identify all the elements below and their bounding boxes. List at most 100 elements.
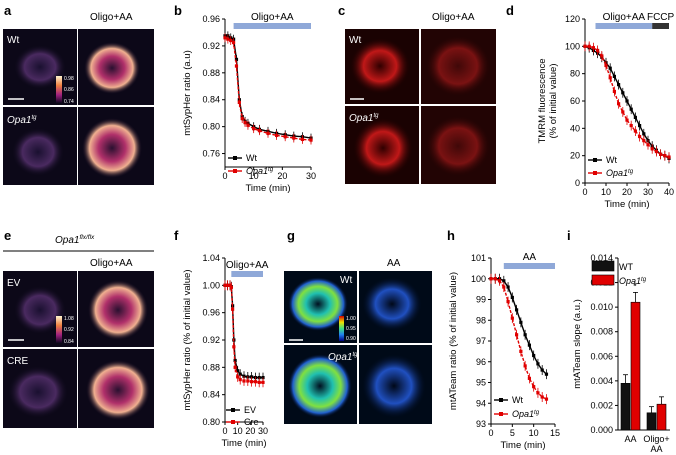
legend-label: Wt	[246, 153, 257, 163]
data-point	[515, 308, 519, 312]
data-point	[493, 277, 497, 281]
legend-superscript: tg	[534, 410, 540, 416]
colorbar-tick: 0.86	[64, 87, 74, 93]
y-tick-label: 20	[570, 151, 580, 161]
row-label-opa1: Opa1tg	[328, 352, 358, 363]
treatment-bar	[233, 23, 311, 29]
data-point	[642, 139, 646, 143]
series-line	[491, 278, 547, 400]
data-point	[654, 149, 658, 154]
y-tick-label: 96	[476, 357, 486, 367]
panel-letter-b: b	[174, 3, 182, 18]
treatment-label: Oligo+AA	[90, 12, 133, 23]
legend-superscript: tg	[641, 277, 647, 283]
data-point	[608, 76, 612, 80]
chart-f: 0.80 0.84 0.88 0.92 0.96 1.00 1.04 0 10 20 30 Time …	[182, 253, 269, 449]
data-point	[510, 316, 514, 320]
data-point	[527, 343, 531, 347]
y-axis-label: TMRM fluorescence(% of initial value)	[537, 59, 559, 144]
data-point	[544, 372, 549, 376]
panel-letter-h: h	[447, 228, 455, 243]
data-point	[229, 285, 233, 289]
micrograph-panel-c: Oligo+AA Wt Opa1tg	[345, 12, 496, 184]
data-point	[489, 277, 493, 281]
legend-text: Cre	[244, 417, 259, 427]
x-tick-label: 0	[488, 428, 493, 438]
legend-label: EV	[244, 405, 256, 415]
chart-b: 0.76 0.80 0.84 0.88 0.92 0.96 0 10 20 30 Time (min…	[182, 12, 316, 194]
data-point	[226, 37, 230, 41]
legend-marker	[593, 158, 597, 162]
data-point	[532, 353, 536, 358]
y-axis-label: mtSypHer ratio (% of initial value)	[182, 270, 193, 411]
data-point	[502, 285, 506, 289]
chart-h: 93 94 95 96 97 98 99 100 101 0 5 10 15 Time (min) mtAT…	[448, 252, 560, 451]
x-tick-label: 20	[622, 187, 632, 197]
treatment-bar-label: Oligo+AA	[226, 260, 269, 271]
data-point	[246, 379, 250, 383]
data-point	[250, 380, 254, 384]
x-tick-label: 5	[510, 428, 515, 438]
y-axis-label-line: TMRM fluorescence	[537, 59, 548, 144]
legend-marker	[593, 171, 597, 175]
legend-swatch	[591, 274, 615, 286]
y-axis-label: mtATeam slope (a.u.)	[572, 299, 583, 389]
treatment-bar-label: AA	[523, 252, 537, 263]
x-tick-label: 0	[222, 426, 227, 436]
y-tick-label: 0.84	[202, 95, 220, 105]
x-axis-label: Time (min)	[221, 438, 266, 449]
legend-label: Opa1tg	[512, 409, 540, 419]
legend-marker	[499, 412, 503, 416]
data-point	[621, 91, 625, 95]
data-point	[629, 124, 633, 128]
data-point	[625, 118, 629, 122]
y-tick-label: 100	[471, 274, 486, 284]
data-point	[540, 368, 544, 372]
treatment-bar	[503, 263, 555, 269]
legend-marker	[233, 156, 237, 160]
data-point	[583, 44, 587, 48]
y-tick-label: 100	[565, 41, 580, 51]
treatment-bar	[595, 23, 653, 29]
colorbar-tick: 1.08	[64, 316, 74, 322]
data-point	[231, 307, 235, 311]
colorbar-tick: 0.84	[64, 339, 74, 345]
data-point	[283, 135, 287, 139]
data-point	[659, 152, 663, 156]
legend-text: Wt	[512, 395, 523, 405]
data-point	[502, 279, 506, 283]
data-point	[234, 64, 239, 68]
treatment-bar-label: FCCP	[647, 12, 675, 23]
data-point	[292, 136, 296, 140]
y-tick-label: 1.04	[202, 253, 220, 263]
y-tick-label: 99	[476, 295, 486, 305]
data-point	[536, 391, 540, 395]
legend-label: Wt	[512, 395, 523, 405]
data-point	[257, 129, 261, 133]
y-tick-label: 40	[570, 123, 580, 133]
data-point	[275, 133, 279, 137]
x-tick-label: 0	[582, 187, 587, 197]
colorbar-tick: 0.95	[346, 326, 356, 332]
treatment-bar-label: Oligo+AA	[603, 12, 646, 23]
treatment-label: Oligo+AA	[432, 12, 475, 23]
legend-text: Opa1	[246, 166, 268, 176]
x-tick-label: 20	[245, 426, 255, 436]
panel-letter-f: f	[174, 228, 179, 243]
legend-text: EV	[244, 405, 256, 415]
data-point	[519, 349, 523, 353]
y-tick-label: 0.010	[590, 302, 613, 312]
row-label-opa1: Opa1tg	[7, 115, 37, 126]
y-tick-label: 0.76	[202, 149, 220, 159]
treatment-bar	[231, 271, 263, 277]
y-tick-label: 0.004	[590, 376, 613, 386]
bar	[646, 412, 657, 431]
legend-marker	[231, 408, 235, 412]
y-tick-label: 0.000	[590, 425, 613, 435]
y-tick-label: 120	[565, 14, 580, 24]
x-tick-label: 20	[277, 171, 287, 181]
x-axis-label: Time (min)	[500, 440, 545, 451]
legend-text: Opa1	[619, 276, 641, 286]
y-tick-label: 0.96	[202, 14, 220, 24]
